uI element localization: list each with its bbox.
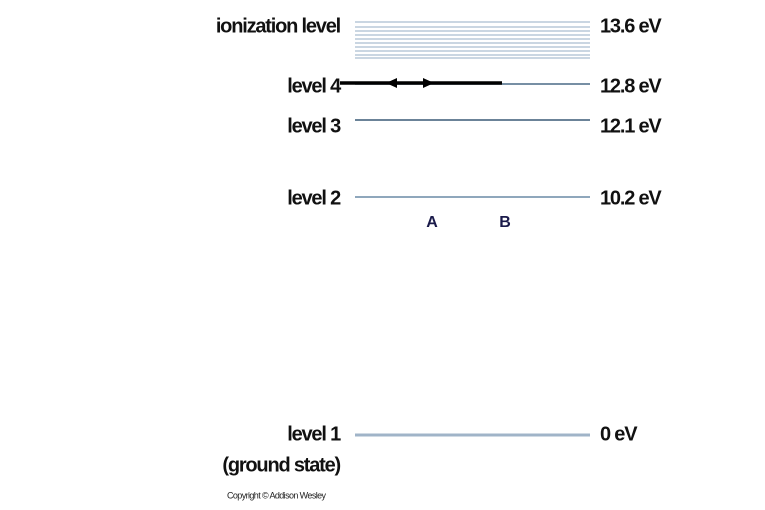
energy-label: 10.2 eV (600, 187, 662, 209)
energy-label: 0 eV (600, 423, 638, 445)
level-label: ionization level (216, 15, 341, 37)
arrowhead (423, 78, 434, 88)
copyright: Copyright © Addison Wesley (227, 490, 327, 500)
ionization-lines (355, 21, 590, 59)
level-label: level 3 (287, 115, 341, 137)
marker-label: B (499, 214, 511, 231)
marker-label: A (426, 214, 438, 231)
energy-label: 13.6 eV (600, 15, 662, 37)
level-sublabel: (ground state) (222, 454, 340, 476)
arrowhead (386, 78, 397, 88)
energy-label: 12.8 eV (600, 75, 662, 97)
level-label: level 4 (287, 75, 342, 97)
level-label: level 2 (287, 187, 341, 209)
level-label: level 1 (287, 423, 341, 445)
energy-label: 12.1 eV (600, 115, 662, 137)
